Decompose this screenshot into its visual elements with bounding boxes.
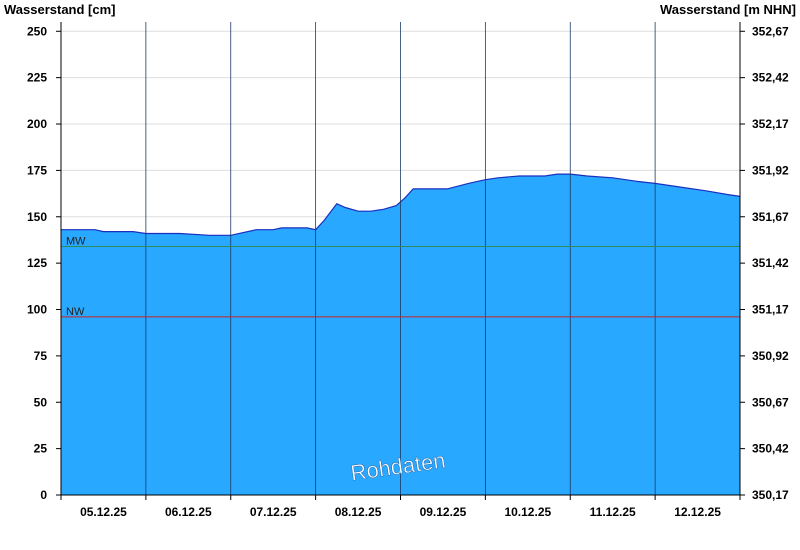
left-tick-label: 175: [27, 163, 47, 177]
x-tick-label: 10.12.25: [504, 505, 551, 519]
x-tick-label: 11.12.25: [590, 505, 636, 519]
left-tick-label: 150: [27, 210, 47, 224]
x-tick-label: 09.12.25: [420, 505, 467, 519]
x-tick-label: 06.12.25: [165, 505, 212, 519]
left-tick-label: 125: [27, 256, 47, 270]
left-tick-label: 100: [27, 303, 47, 317]
right-tick-label: 350,92: [752, 349, 789, 363]
right-tick-label: 352,17: [752, 117, 789, 131]
left-tick-label: 25: [34, 442, 48, 456]
reference-label-mw: MW: [66, 235, 86, 247]
right-tick-label: 350,17: [752, 488, 789, 502]
right-tick-label: 350,42: [752, 442, 789, 456]
right-tick-label: 352,42: [752, 71, 789, 85]
right-tick-label: 351,42: [752, 256, 789, 270]
water-level-line: [61, 173, 741, 236]
x-tick-label: 08.12.25: [335, 505, 382, 519]
x-tick-label: 05.12.25: [80, 505, 127, 519]
right-tick-label: 351,17: [752, 303, 789, 317]
left-tick-label: 75: [34, 349, 48, 363]
left-tick-label: 0: [40, 488, 47, 502]
right-axis-title: Wasserstand [m NHN]: [660, 2, 796, 17]
right-tick-label: 351,67: [752, 210, 789, 224]
left-tick-label: 250: [27, 24, 47, 38]
left-axis-title: Wasserstand [cm]: [4, 2, 116, 17]
x-tick-label: 12.12.25: [674, 505, 721, 519]
grid-layer: [145, 22, 656, 495]
left-tick-label: 200: [27, 117, 47, 131]
right-tick-label: 352,67: [752, 24, 789, 38]
reference-label-nw: NW: [66, 306, 85, 318]
x-tick-label: 07.12.25: [250, 505, 297, 519]
right-tick-label: 351,92: [752, 163, 789, 177]
right-tick-label: 350,67: [752, 395, 789, 409]
left-tick-label: 50: [34, 395, 48, 409]
reference-lines: MW NW: [61, 235, 740, 318]
left-tick-label: 225: [27, 71, 47, 85]
